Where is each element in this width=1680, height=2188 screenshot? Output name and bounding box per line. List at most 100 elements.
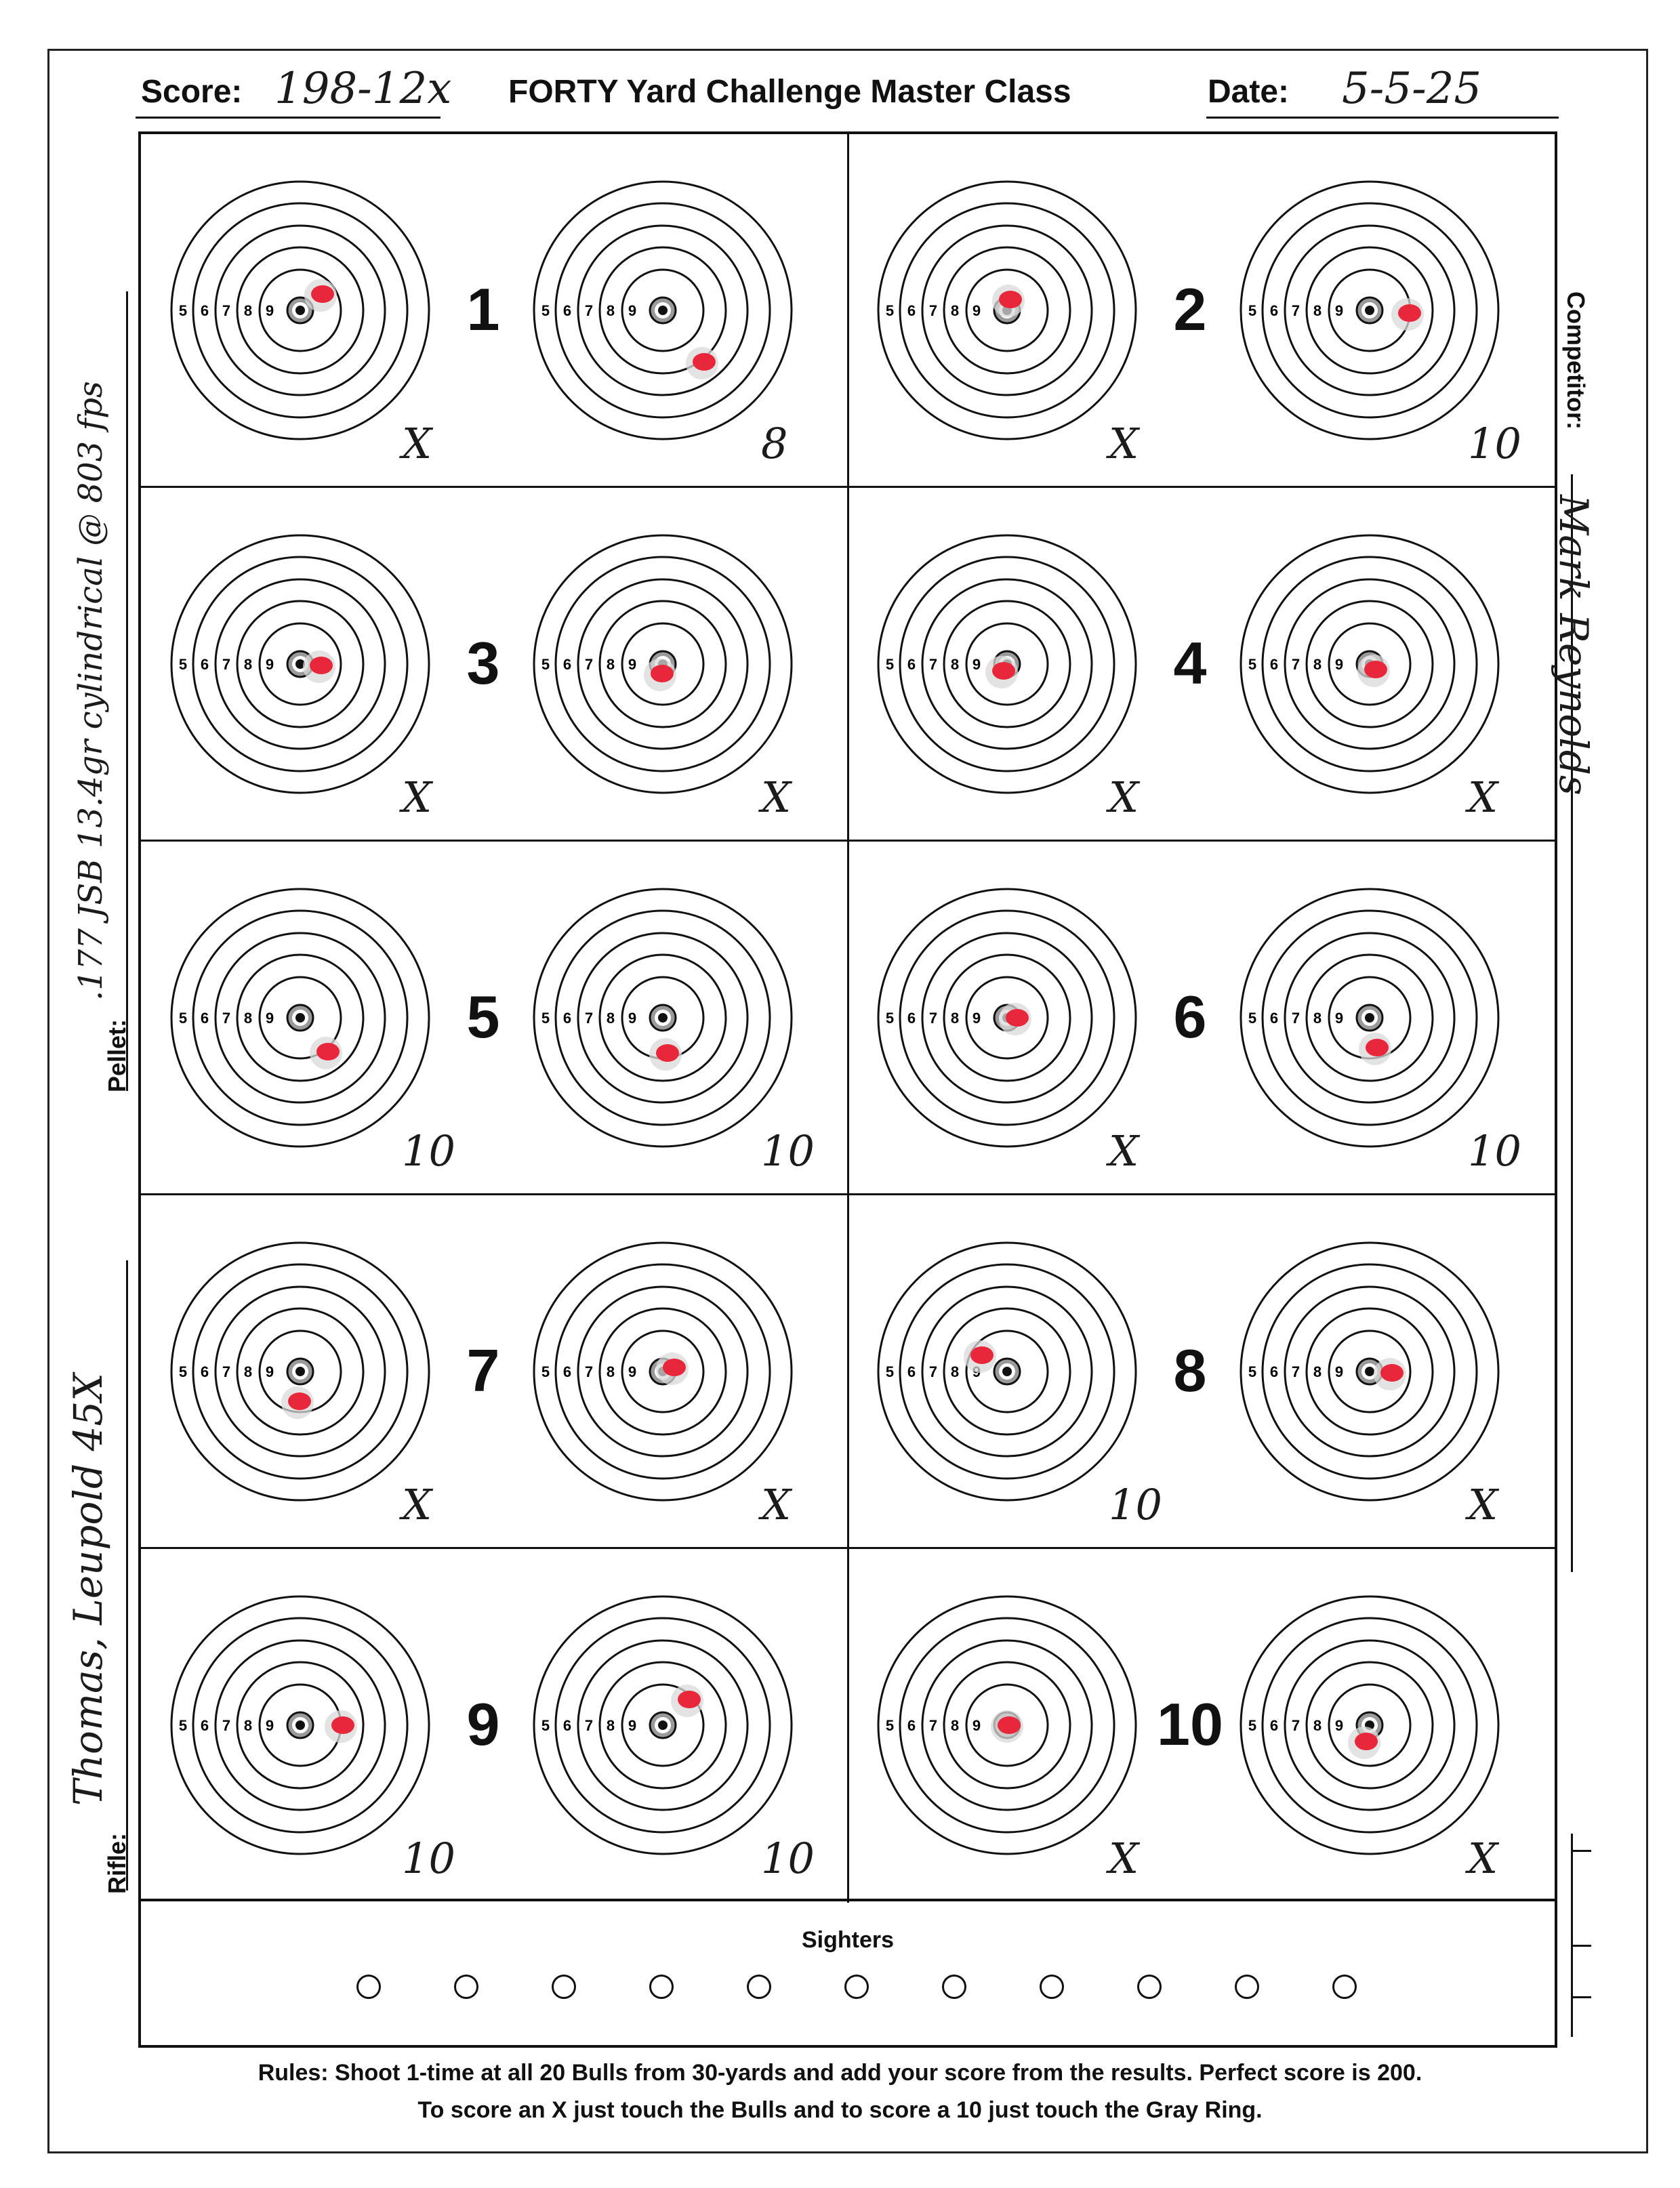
- stage-6-right-ring-label: 7: [1292, 1010, 1300, 1027]
- stage-4-right-ring-2: [1261, 556, 1478, 772]
- stage-9-right-pellet-hole: [678, 1691, 701, 1708]
- stage-6-left-ring-1: [877, 888, 1137, 1148]
- stage-6-right-ring-4: [1305, 953, 1434, 1082]
- stage-6-right-ring-label: 8: [1313, 1010, 1322, 1027]
- stage-10-right-ring-label: 5: [1248, 1717, 1256, 1734]
- stage-1-right-score: 8: [761, 419, 788, 468]
- stage-2-left-ring-4: [943, 246, 1071, 375]
- stage-8-right-ring-4: [1305, 1307, 1434, 1436]
- stage-7-left-ring-label: 9: [266, 1363, 274, 1380]
- stage-3-right-ring-label: 9: [628, 656, 636, 673]
- stage-3-left-pellet-hole: [310, 657, 333, 674]
- stage-5-left-ring-5: [258, 976, 342, 1060]
- stage-4-left-ring-label: 8: [951, 656, 959, 673]
- stage-6-cell: 5 6 7 8 9 5 6 7 8 9 6 X 10: [848, 842, 1556, 1195]
- stage-3-right-ring-label: 6: [563, 656, 571, 673]
- stage-6-left-ring-4: [943, 953, 1071, 1082]
- stage-10-right-ring-label: 8: [1313, 1717, 1322, 1734]
- stage-9-right-ring-label: 8: [607, 1717, 615, 1734]
- stage-4-right-ring-4: [1305, 600, 1434, 728]
- stage-6-right-bull: [1365, 1013, 1374, 1023]
- stage-3-left-ring-label: 6: [201, 656, 209, 673]
- competitor-label: Competitor:: [1562, 291, 1590, 430]
- stage-3-right-pellet-hole: [651, 665, 674, 682]
- sighters-title: Sighters: [801, 1927, 895, 1953]
- stage-8-left-ring-1: [877, 1241, 1137, 1502]
- stage-1-right-ring-label: 9: [628, 302, 636, 319]
- stage-7-right-ring-label: 5: [541, 1363, 550, 1380]
- stage-2-left-ring-label: 8: [951, 302, 959, 319]
- sighter-bull: [1332, 1975, 1357, 1999]
- sighter-bull: [454, 1975, 478, 1999]
- stage-4-left-pellet-hole: [992, 662, 1015, 680]
- stage-3-right-score: X: [761, 772, 792, 822]
- stage-8-left-pellet-hole: [970, 1346, 993, 1364]
- stage-9-cell: 5 6 7 8 9 5 6 7 8 9 9 10 10: [141, 1549, 849, 1903]
- stage-2-right-ring-3: [1284, 224, 1456, 396]
- stage-3-left-ring-label: 7: [222, 656, 230, 673]
- stage-3-right-ring-3: [577, 578, 749, 750]
- stage-8-right-ring-5: [1328, 1329, 1412, 1413]
- rules-line-2: To score an X just touch the Bulls and t…: [417, 2097, 1263, 2123]
- stage-10-right-ring-2: [1261, 1617, 1478, 1834]
- stage-8-right-score: X: [1468, 1480, 1498, 1529]
- stage-5-right-ring-label: 6: [563, 1010, 571, 1027]
- stage-9-left-bull: [295, 1720, 305, 1730]
- stage-3-left-ring-2: [192, 556, 409, 772]
- stage-6-left-ring-label: 5: [886, 1010, 894, 1027]
- stage-9-left-ring-label: 7: [222, 1717, 230, 1734]
- stage-4-right-ring-1: [1239, 534, 1500, 794]
- stage-4-left-ring-label: 9: [972, 656, 981, 673]
- stage-8-left-ring-4: [943, 1307, 1071, 1436]
- stage-2-left-ring-5: [965, 268, 1049, 352]
- stage-2-right-ring-label: 5: [1248, 302, 1256, 319]
- stage-1-right-ring-3: [577, 224, 749, 396]
- stage-6-left-pellet-hole: [1006, 1009, 1029, 1027]
- rifle-value: Thomas, Leupold 45X: [65, 1373, 111, 1806]
- stage-3-right-ring-label: 8: [607, 656, 615, 673]
- stage-5-cell: 5 6 7 8 9 5 6 7 8 9 5 10 10: [141, 842, 849, 1195]
- stage-2-left-ring-3: [921, 224, 1093, 396]
- stage-4-right-ring-label: 7: [1292, 656, 1300, 673]
- stage-1-right-ring-label: 5: [541, 302, 550, 319]
- stage-10-left-ring-5: [965, 1683, 1049, 1767]
- stage-8-right-bull: [1365, 1367, 1374, 1376]
- stage-8-right-ring-label: 5: [1248, 1363, 1256, 1380]
- stage-3-right-ring-1: [533, 534, 793, 794]
- stage-5-right-ring-label: 9: [628, 1010, 636, 1027]
- stage-number: 8: [1173, 1337, 1207, 1404]
- pellet-value: .177 JSB 13.4gr cylindrical @ 803 fps: [72, 381, 110, 1001]
- stage-1-left-ring-2: [192, 202, 409, 419]
- stage-2-right-ring-2: [1261, 202, 1478, 419]
- stage-9-left-ring-label: 9: [266, 1717, 274, 1734]
- stage-10-left-pellet-hole: [998, 1716, 1021, 1734]
- sheet-border: [47, 49, 1648, 2153]
- stage-8-right-ring-label: 8: [1313, 1363, 1322, 1380]
- stage-2-right-score: 10: [1468, 419, 1521, 468]
- stage-8-right-ring-label: 7: [1292, 1363, 1300, 1380]
- stage-6-right-ring-3: [1284, 932, 1456, 1104]
- stage-7-right-ring-1: [533, 1241, 793, 1502]
- stage-4-left-score: X: [1109, 772, 1139, 822]
- stage-5-right-ring-1: [533, 888, 793, 1148]
- stage-10-left-ring-label: 7: [929, 1717, 937, 1734]
- sighter-bull: [1137, 1975, 1162, 1999]
- pellet-label: Pellet:: [103, 1018, 131, 1092]
- stage-5-left-pellet-hole: [316, 1043, 340, 1060]
- stage-2-left-ring-label: 5: [886, 302, 894, 319]
- stage-6-left-score: X: [1109, 1126, 1139, 1176]
- stage-9-right-ring-label: 6: [563, 1717, 571, 1734]
- stage-6-left-ring-label: 8: [951, 1010, 959, 1027]
- stage-3-left-ring-3: [214, 578, 386, 750]
- stage-5-right-ring-label: 7: [585, 1010, 593, 1027]
- date-underline: [1206, 117, 1559, 119]
- stage-3-left-ring-1: [170, 534, 430, 794]
- competitor-line: [1571, 474, 1573, 1572]
